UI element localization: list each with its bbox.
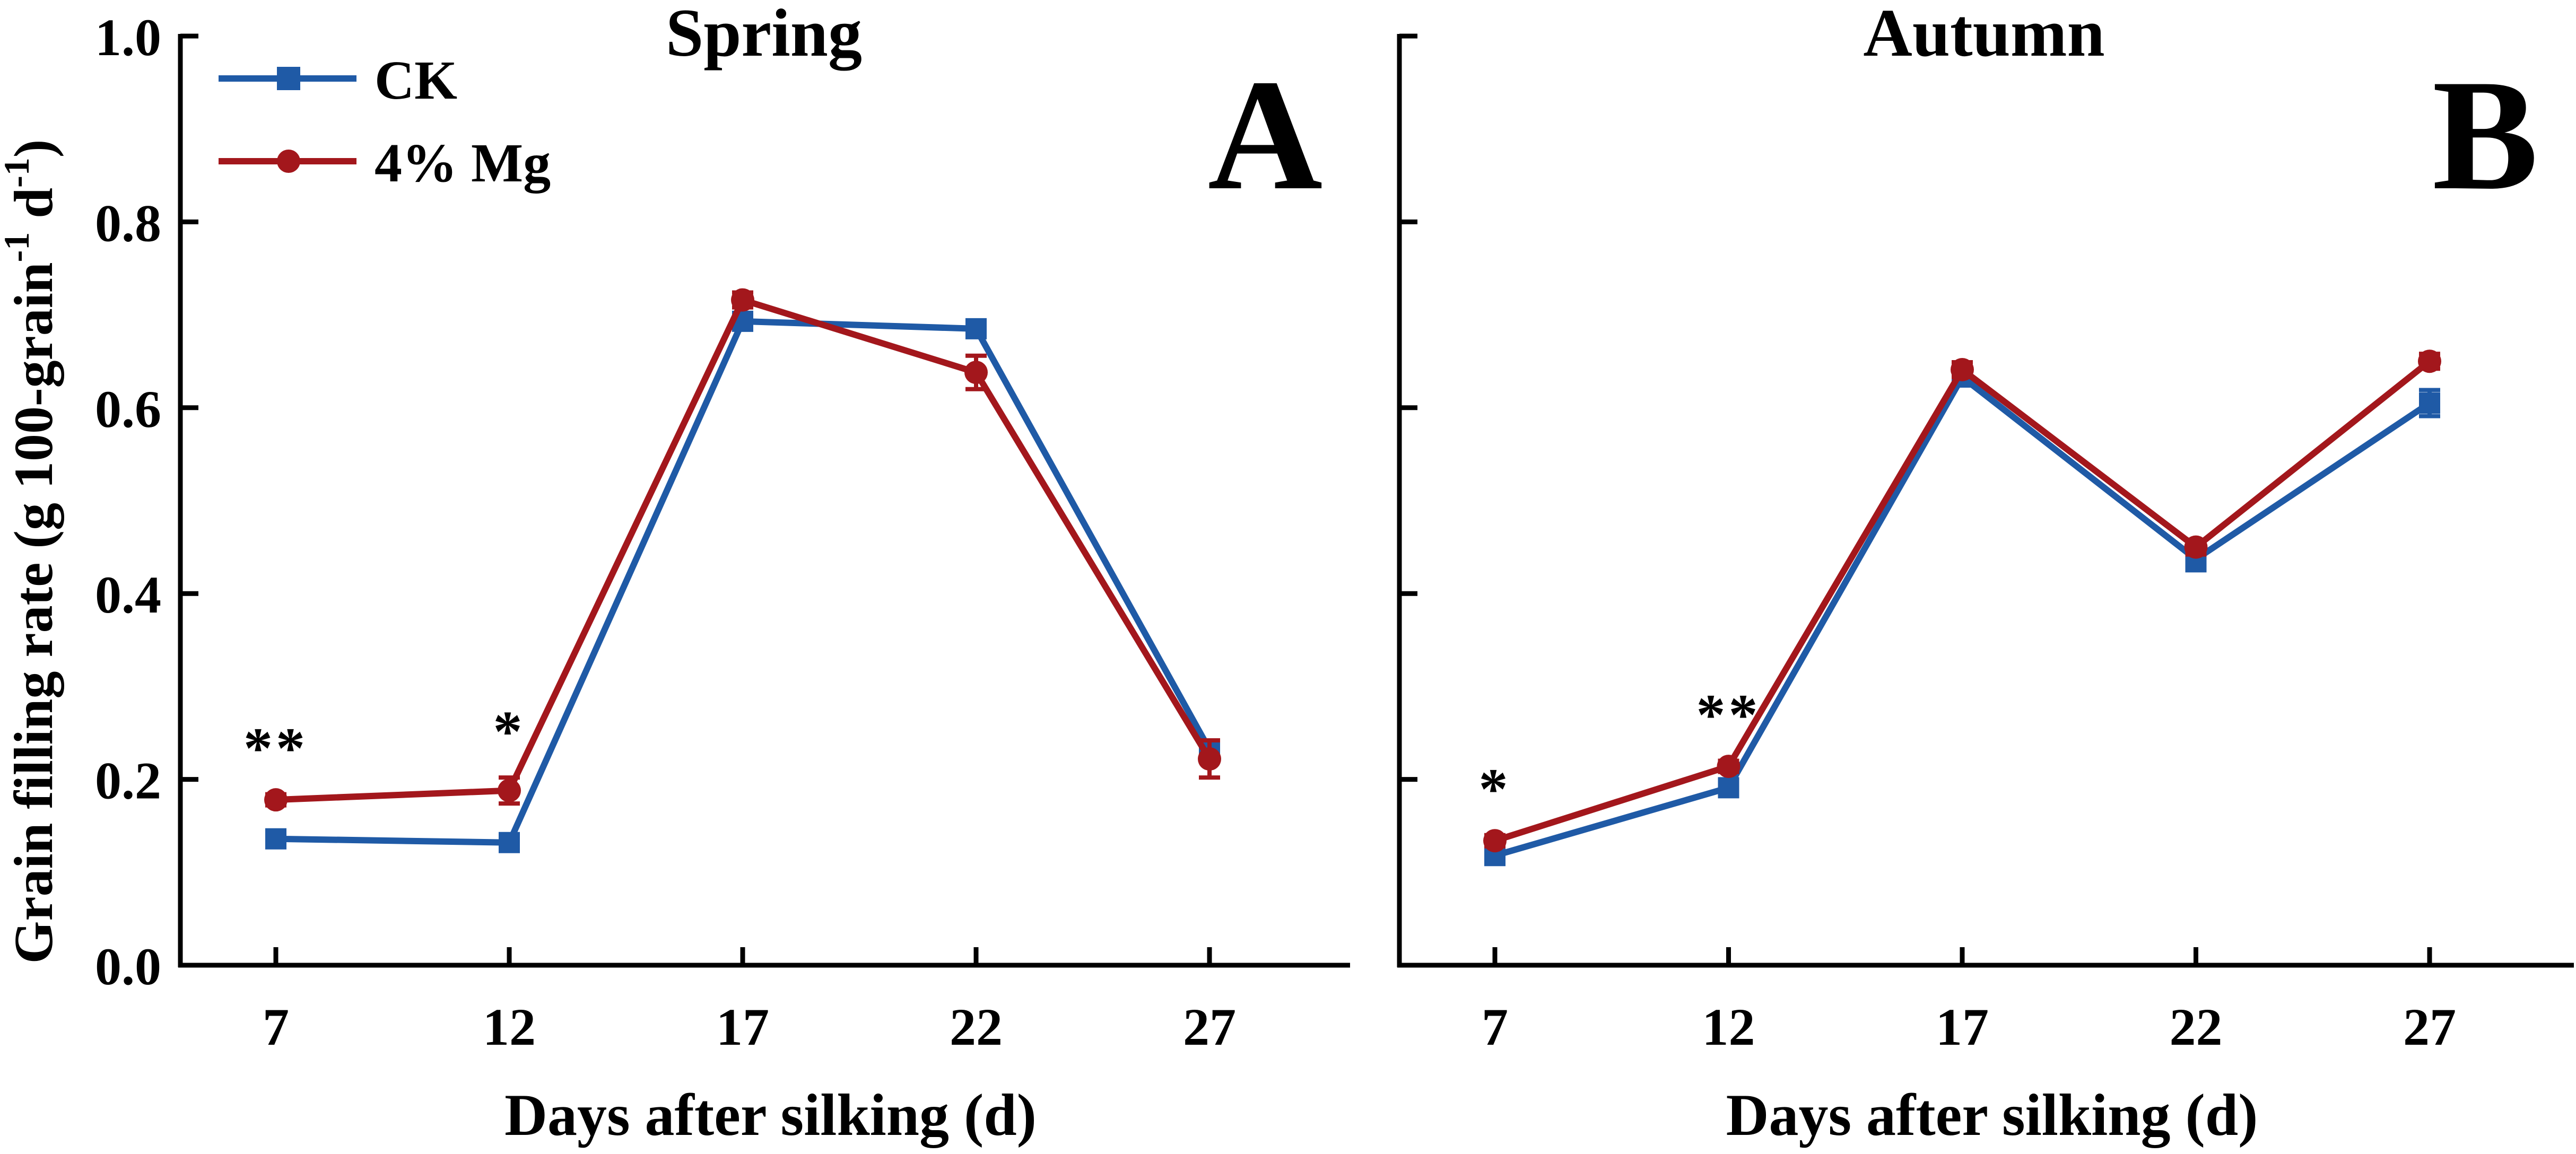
data-point-ck	[1718, 777, 1739, 799]
x-tick-label: 12	[483, 998, 536, 1056]
x-tick-label: 22	[950, 998, 1003, 1056]
data-point-mg	[1717, 755, 1740, 779]
significance-marker: *	[493, 699, 526, 764]
svg-text:Grain filling rate (g 100-grai: Grain filling rate (g 100-grain-1 d-1)	[0, 139, 64, 964]
data-point-mg	[1198, 747, 1221, 771]
data-point-mg	[2418, 349, 2441, 373]
y-tick-label: 0.4	[95, 565, 161, 624]
x-tick-label: 17	[1936, 998, 1989, 1056]
data-point-ck	[2419, 392, 2440, 414]
y-axis-label-sup-1: -1	[0, 232, 37, 263]
series-line-CK	[1494, 373, 2432, 859]
y-tick-label: 0.0	[95, 937, 161, 996]
x-axis-label: Days after silking (d)	[504, 1082, 1037, 1148]
series-line-CK	[275, 318, 1213, 846]
significance-marker: **	[243, 716, 308, 781]
series-line-4% Mg	[1494, 359, 2432, 844]
data-point-mg	[1951, 357, 1974, 381]
legend-marker	[277, 150, 300, 173]
series-line-4% Mg	[275, 296, 1213, 803]
x-tick-label: 17	[716, 998, 769, 1056]
panel-title: Spring	[666, 0, 862, 71]
y-tick-label: 1.0	[95, 8, 161, 67]
data-point-ck	[965, 318, 987, 339]
x-tick-label: 27	[2403, 998, 2456, 1056]
x-tick-label: 7	[263, 998, 289, 1056]
x-tick-label: 22	[2170, 998, 2223, 1056]
x-tick-label: 27	[1183, 998, 1236, 1056]
legend-marker	[277, 67, 300, 90]
significance-marker: *	[1479, 757, 1511, 821]
panel-letter: A	[1208, 47, 1323, 223]
y-tick-label: 0.2	[95, 751, 161, 810]
data-point-mg	[964, 361, 988, 384]
y-axis-label-sup-2: -1	[0, 158, 37, 188]
y-tick-label: 0.6	[95, 380, 161, 439]
y-axis-label-main: Grain filling rate (g 100-grain	[3, 262, 64, 964]
x-axis-label: Days after silking (d)	[1726, 1082, 2258, 1148]
legend-label: CK	[375, 50, 457, 111]
x-tick-label: 12	[1702, 998, 1755, 1056]
y-axis-label-close: )	[3, 139, 64, 158]
y-axis-label: Grain filling rate (g 100-grain-1 d-1)	[0, 139, 64, 964]
legend-label: 4% Mg	[375, 133, 551, 194]
panel-spring: 0.0 0.2 0.4 0.6 0.8 1.0 7 12 17 22 27 Days after si…	[95, 0, 1350, 1148]
data-point-ck	[499, 832, 520, 853]
y-axis-label-d: d	[3, 188, 64, 232]
data-point-ck	[265, 828, 286, 850]
data-point-mg	[264, 788, 288, 812]
data-point-mg	[498, 779, 521, 802]
panel-title: Autumn	[1863, 0, 2104, 71]
data-point-mg	[1483, 829, 1507, 853]
significance-marker: **	[1696, 683, 1761, 747]
legend-item-mg: 4% Mg	[219, 133, 551, 194]
legend: CK 4% Mg	[219, 50, 551, 194]
x-tick-label: 7	[1482, 998, 1508, 1056]
y-tick-label: 0.8	[95, 194, 161, 252]
legend-item-ck: CK	[219, 50, 457, 111]
data-point-mg	[731, 288, 754, 312]
data-point-mg	[2184, 535, 2208, 559]
panel-letter: B	[2432, 47, 2538, 223]
